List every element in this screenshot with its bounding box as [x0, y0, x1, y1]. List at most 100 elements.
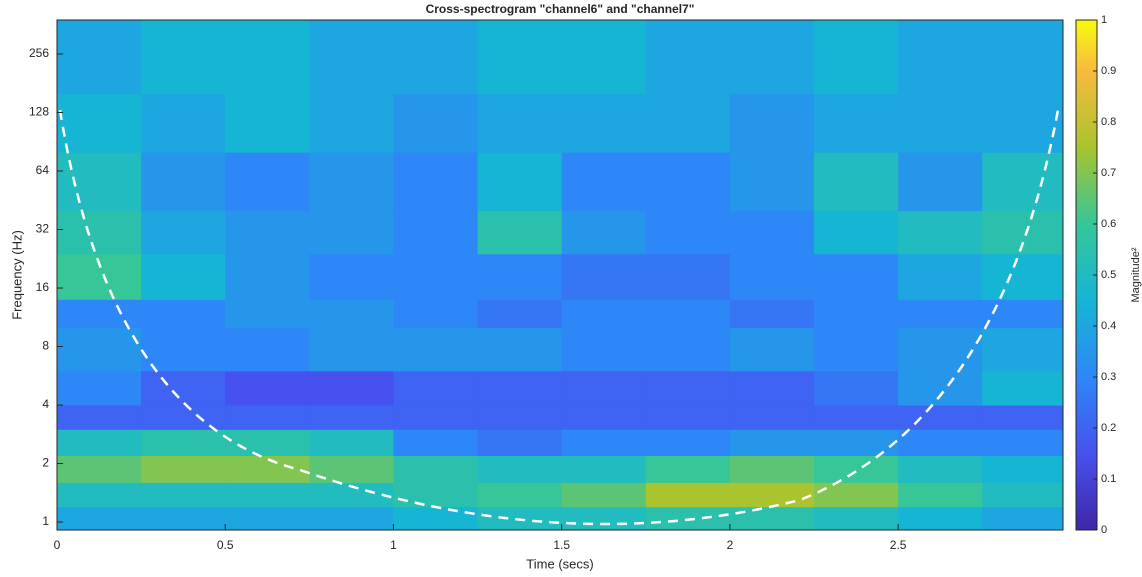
heat-cell	[225, 152, 310, 212]
chart-title: Cross-spectrogram "channel6" and "channe…	[426, 2, 695, 16]
colorbar-tick-label: 0.5	[1101, 269, 1116, 281]
heat-cell	[393, 20, 479, 95]
heat-cell	[225, 429, 310, 456]
heatmap	[57, 20, 1063, 530]
heat-cell	[982, 405, 1063, 430]
heat-cell	[141, 405, 226, 430]
heat-cell	[57, 405, 142, 430]
colorbar-tick-label: 0.9	[1101, 65, 1116, 77]
heat-cell	[982, 482, 1063, 508]
heat-cell	[729, 482, 815, 508]
heat-cell	[645, 506, 731, 530]
heat-cell	[729, 253, 815, 300]
heat-cell	[141, 370, 226, 406]
heat-cell	[393, 506, 479, 530]
colorbar-tick-label: 0.7	[1101, 167, 1116, 179]
heat-cell	[645, 405, 731, 430]
heat-cell	[225, 20, 310, 95]
x-tick-label: 2.5	[890, 538, 907, 552]
heat-cell	[645, 152, 731, 212]
plot-frame	[56, 19, 1064, 531]
heat-cell	[393, 210, 479, 255]
colorbar-label: Magnitude²	[1130, 247, 1142, 302]
heat-cell	[561, 405, 647, 430]
heat-cell	[561, 210, 647, 255]
heat-cell	[309, 327, 394, 372]
heat-cell	[561, 506, 647, 530]
heat-cell	[141, 210, 226, 255]
x-tick-label: 0	[54, 538, 61, 552]
heat-cell	[982, 506, 1063, 530]
colorbar-tick-label: 0	[1101, 524, 1107, 536]
y-tick-label: 2	[42, 456, 49, 470]
heat-cell	[561, 370, 647, 406]
heat-cell	[57, 482, 142, 508]
heat-cell	[57, 370, 142, 406]
heat-cell	[982, 299, 1063, 329]
cone-of-influence	[58, 109, 1060, 526]
x-tick-label: 0.5	[217, 538, 234, 552]
heat-cell	[57, 455, 142, 483]
heat-cell	[982, 152, 1063, 212]
heat-cell	[393, 455, 479, 483]
heat-cell	[898, 299, 983, 329]
heat-cell	[309, 253, 394, 300]
heat-cell	[729, 299, 815, 329]
heat-cell	[477, 210, 563, 255]
y-tick-label: 256	[29, 46, 49, 60]
heat-cell	[898, 20, 983, 95]
heat-cell	[477, 253, 563, 300]
heat-cell	[814, 429, 899, 456]
heat-cell	[477, 370, 563, 406]
y-tick-label: 8	[42, 339, 49, 353]
heat-cell	[982, 429, 1063, 456]
heat-cell	[477, 20, 563, 95]
heat-cell	[477, 152, 563, 212]
y-tick-label: 16	[36, 280, 50, 294]
colorbar-tick-label: 1	[1101, 14, 1107, 26]
heat-cell	[982, 327, 1063, 372]
heat-cell	[309, 299, 394, 329]
heat-cell	[561, 93, 647, 153]
heat-cell	[561, 299, 647, 329]
heat-cell	[645, 370, 731, 406]
x-axis-label: Time (secs)	[526, 556, 593, 571]
heat-cell	[898, 506, 983, 530]
heat-cell	[561, 152, 647, 212]
heat-cell	[645, 429, 731, 456]
heat-cell	[898, 93, 983, 153]
heat-cell	[982, 20, 1063, 95]
heat-cell	[309, 370, 394, 406]
heat-cell	[225, 327, 310, 372]
heat-cell	[814, 455, 899, 483]
heat-cell	[814, 253, 899, 300]
heat-cell	[309, 429, 394, 456]
heat-cell	[477, 93, 563, 153]
heat-cell	[898, 370, 983, 406]
heat-cell	[814, 210, 899, 255]
heat-cell	[898, 152, 983, 212]
heat-cell	[477, 299, 563, 329]
y-tick-label: 64	[36, 163, 50, 177]
heat-cell	[645, 455, 731, 483]
heat-cell	[561, 455, 647, 483]
heat-cell	[309, 405, 394, 430]
heat-cell	[477, 405, 563, 430]
heat-cell	[645, 327, 731, 372]
x-tick-label: 1.5	[553, 538, 570, 552]
y-tick-label: 128	[29, 105, 49, 119]
colorbar-tick-label: 0.1	[1101, 473, 1116, 485]
heat-cell	[57, 210, 142, 255]
heat-cell	[309, 455, 394, 483]
heat-cell	[225, 455, 310, 483]
heat-cell	[141, 482, 226, 508]
heat-cell	[898, 405, 983, 430]
heat-cell	[141, 506, 226, 530]
heat-cell	[645, 210, 731, 255]
heat-cell	[814, 370, 899, 406]
heat-cell	[225, 370, 310, 406]
heat-cell	[814, 327, 899, 372]
heat-cell	[57, 93, 142, 153]
heat-cell	[393, 429, 479, 456]
